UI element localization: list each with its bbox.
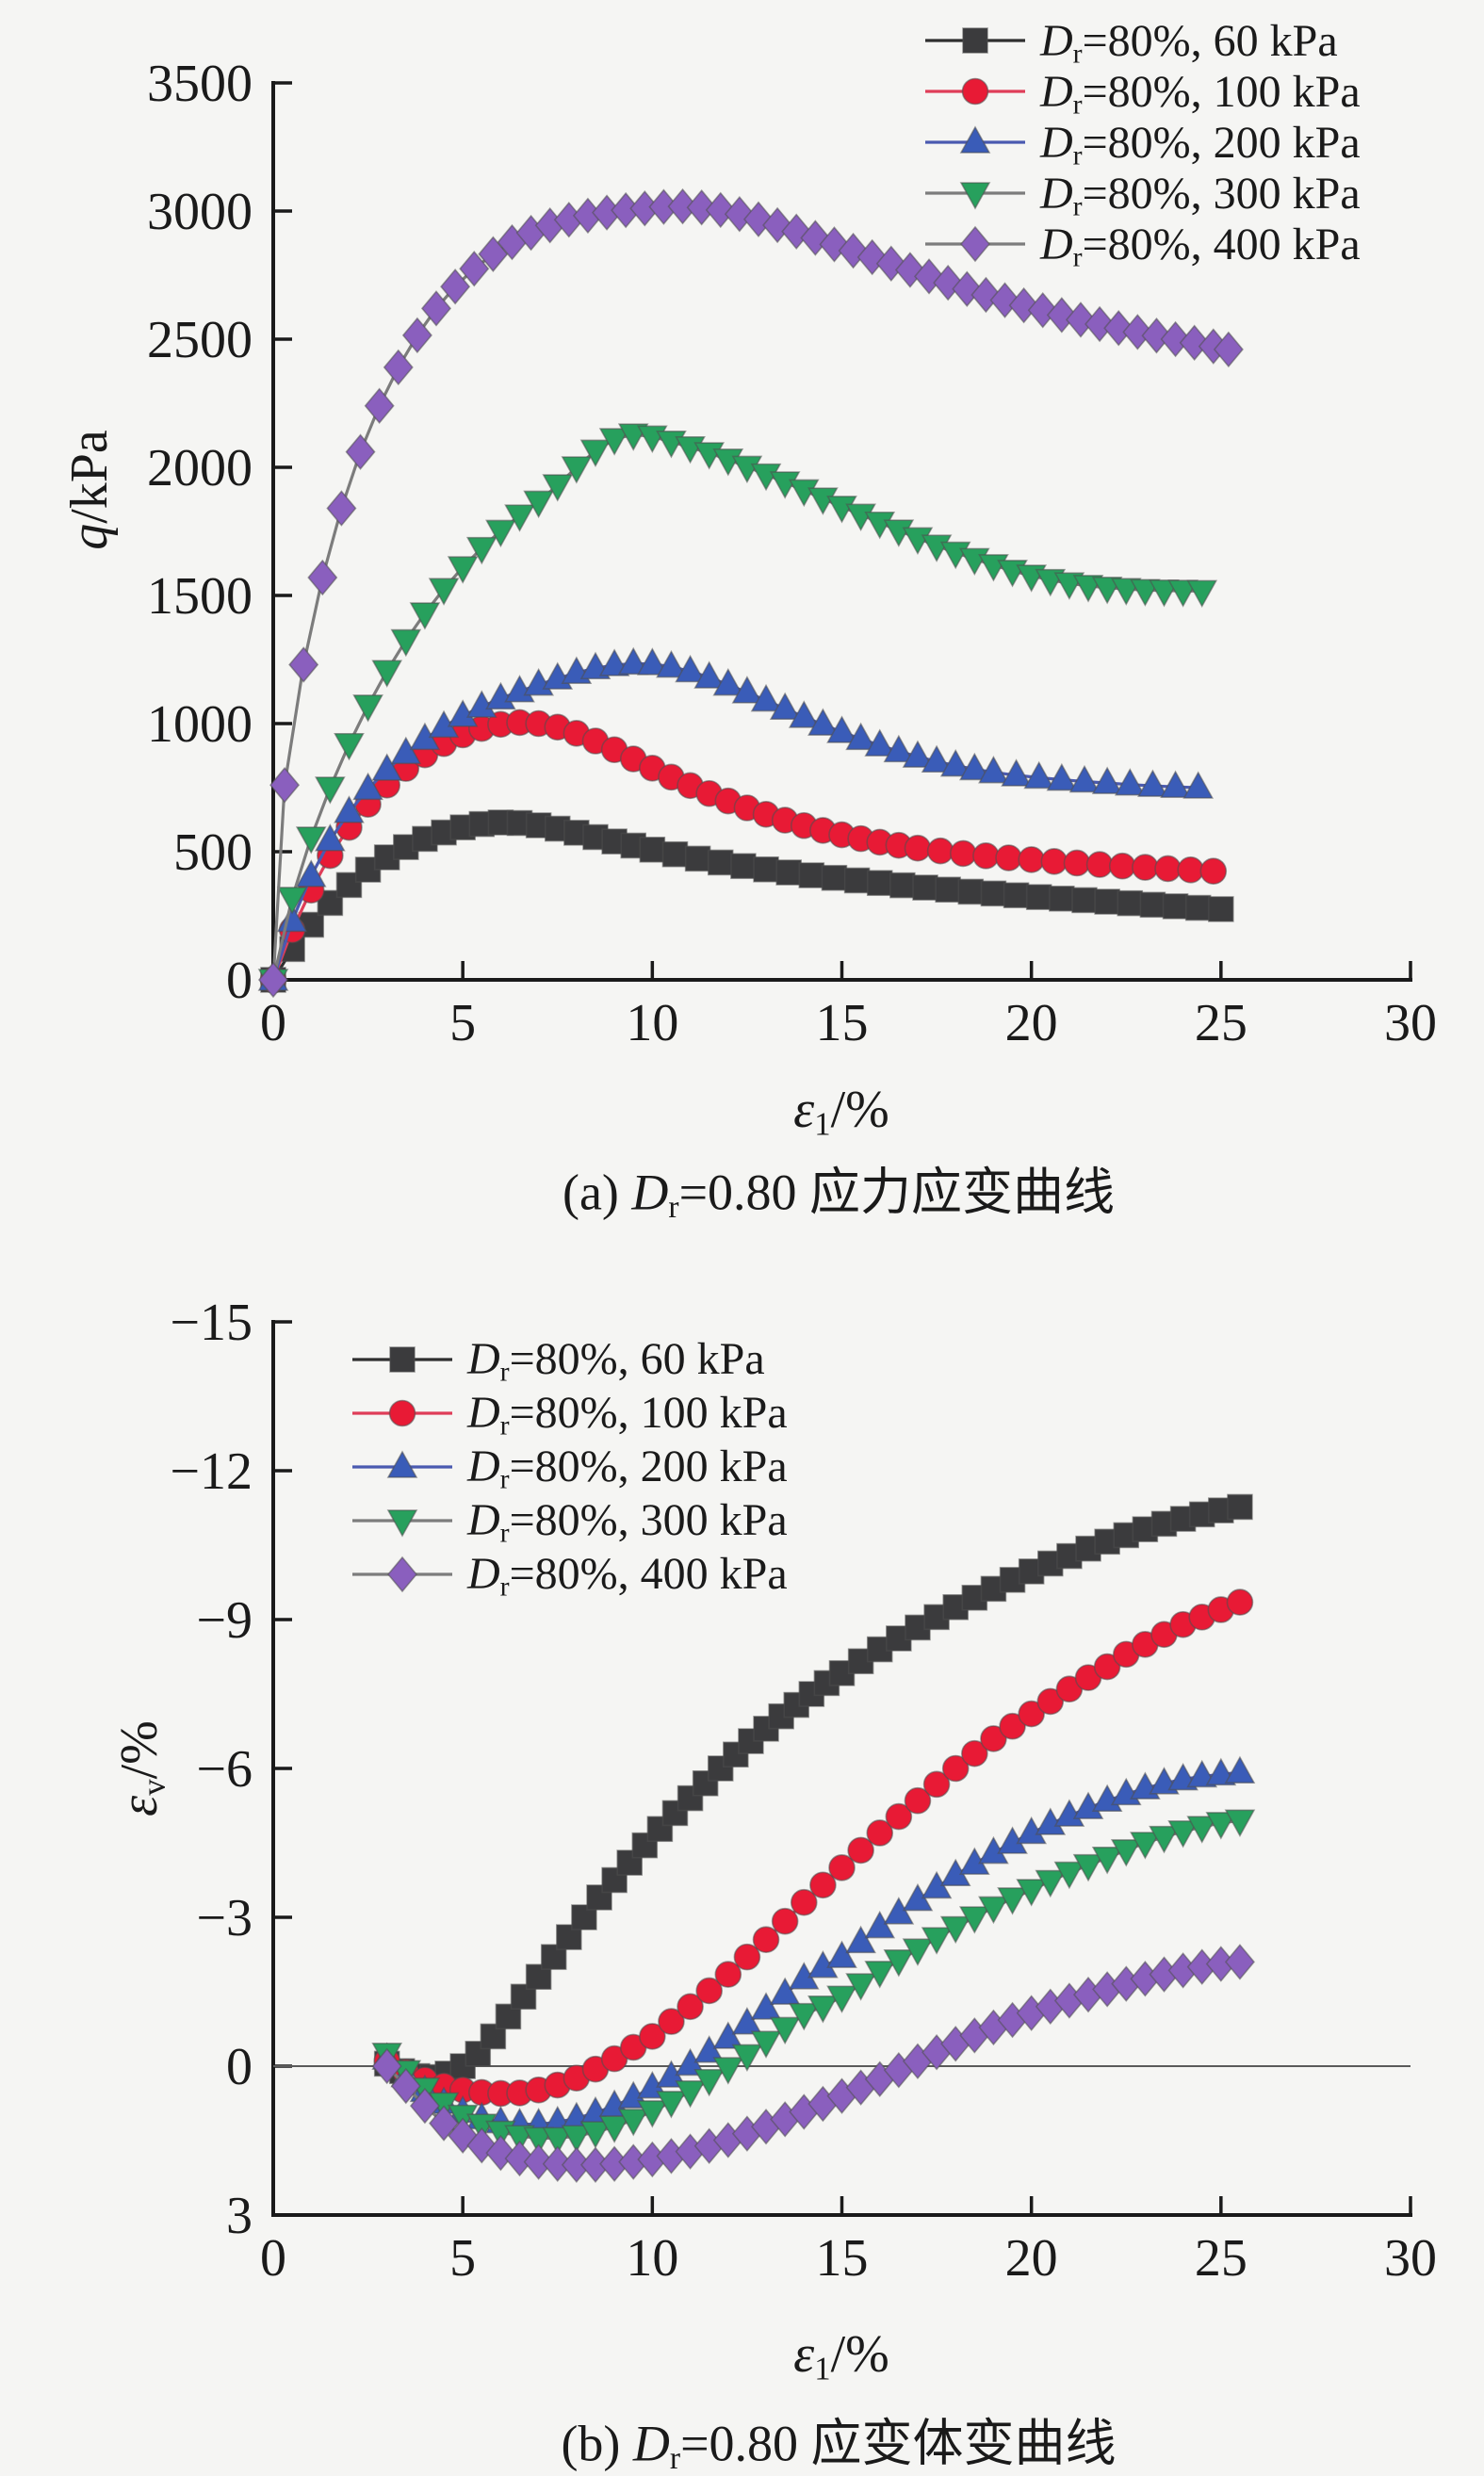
chart-b-xlabel: ε1/% [793, 2325, 889, 2387]
chart-a-ytick-label: 2500 [147, 311, 253, 369]
chart-a-ytick-label: 0 [226, 952, 253, 1010]
circle-legend-marker-icon [925, 77, 1025, 106]
legend-item-b-2: Dr=80%, 100 kPa [351, 1386, 788, 1440]
legend-item-b-3: Dr=80%, 200 kPa [351, 1440, 788, 1493]
legend-label: Dr=80%, 60 kPa [467, 1334, 765, 1388]
chart-a-xtick-label: 5 [449, 994, 476, 1052]
chart-a-xlabel: ε1/% [793, 1081, 889, 1143]
triangle-up-legend-marker-icon [352, 1449, 452, 1478]
chart-a-xtick-label: 10 [626, 994, 678, 1052]
chart-a-ytick-label: 3000 [147, 183, 253, 241]
chart-a-xtick-label: 30 [1384, 994, 1437, 1052]
chart-a-legend: Dr=80%, 60 kPa Dr=80%, 100 kPa Dr=80%, 200… [923, 15, 1361, 272]
chart-b-series-4 [371, 1809, 1256, 2156]
chart-b-ytick-label: −3 [196, 1889, 253, 1947]
chart-a-ytick-label: 500 [173, 823, 253, 882]
legend-item-a-5: Dr=80%, 400 kPa [923, 219, 1361, 272]
chart-a-ytick-label: 3500 [147, 55, 253, 113]
legend-label: Dr=80%, 200 kPa [467, 1442, 788, 1495]
legend-label: Dr=80%, 400 kPa [1040, 219, 1361, 272]
legend-item-a-3: Dr=80%, 200 kPa [923, 117, 1361, 171]
chart-b-series-5 [371, 1944, 1255, 2184]
chart-b-caption: (b) Dr=0.80 应变体变曲线 [561, 2415, 1117, 2476]
chart-b-series-2 [373, 1588, 1254, 2108]
legend-label: Dr=80%, 200 kPa [1040, 117, 1361, 171]
square-legend-marker-icon [352, 1345, 452, 1373]
triangle-down-legend-marker-icon [925, 182, 1025, 210]
chart-b-ytick-label: −9 [196, 1591, 253, 1650]
chart-b-ytick-label: −15 [170, 1294, 253, 1352]
square-legend-marker-icon [925, 27, 1025, 54]
chart-a-ytick-label: 1000 [147, 695, 253, 754]
chart-b-xtick-label: 0 [260, 2229, 286, 2288]
chart-a-ylabel: q/kPa [60, 430, 119, 550]
diamond-legend-marker-icon [925, 225, 1025, 263]
chart-a-series-3 [257, 646, 1215, 991]
chart-a-series-5 [257, 187, 1244, 999]
chart-b-ytick-label: 3 [226, 2187, 253, 2245]
triangle-up-legend-marker-icon [925, 125, 1025, 154]
legend-item-b-5: Dr=80%, 400 kPa [351, 1547, 788, 1601]
chart-a-ytick-label: 1500 [147, 567, 253, 626]
chart-b-xtick-label: 25 [1195, 2229, 1248, 2288]
legend-item-b-4: Dr=80%, 300 kPa [351, 1493, 788, 1547]
chart-a-xtick-label: 15 [816, 994, 869, 1052]
chart-b-xtick-label: 15 [816, 2229, 869, 2288]
chart-b-ytick-label: 0 [226, 2038, 253, 2096]
chart-b-xtick-label: 10 [626, 2229, 678, 2288]
chart-a-series-4 [257, 423, 1218, 997]
chart-a-caption: (a) Dr=0.80 应力应变曲线 [562, 1164, 1116, 1225]
chart-b-legend: Dr=80%, 60 kPa Dr=80%, 100 kPa Dr=80%, 200… [351, 1332, 788, 1601]
chart-a-ticks: 0 500 1000 1500 2000 2500 3000 3500 0 5 10 15 20 25 30 [147, 55, 1437, 1052]
chart-a-plot: 0 500 1000 1500 2000 2500 3000 3500 0 5 10 15 20 25 30 [147, 55, 1437, 1052]
legend-item-a-1: Dr=80%, 60 kPa [923, 15, 1361, 69]
legend-item-a-2: Dr=80%, 100 kPa [923, 66, 1361, 120]
chart-b-series-3 [371, 1755, 1256, 2136]
chart-a-series-1 [260, 809, 1234, 993]
diamond-legend-marker-icon [352, 1556, 452, 1592]
chart-a-xtick-label: 25 [1195, 994, 1248, 1052]
legend-label: Dr=80%, 300 kPa [467, 1495, 788, 1549]
chart-b-ytick-label: −6 [196, 1740, 253, 1799]
legend-item-b-1: Dr=80%, 60 kPa [351, 1332, 788, 1386]
legend-label: Dr=80%, 60 kPa [1040, 15, 1338, 69]
chart-b-ytick-label: −12 [170, 1442, 253, 1501]
chart-b-series-1 [373, 1493, 1253, 2091]
legend-label: Dr=80%, 400 kPa [467, 1549, 788, 1603]
legend-label: Dr=80%, 300 kPa [1040, 168, 1361, 221]
triangle-down-legend-marker-icon [352, 1508, 452, 1538]
chart-b-xtick-label: 5 [449, 2229, 476, 2288]
chart-a-xtick-label: 20 [1005, 994, 1058, 1052]
chart-b-xtick-label: 30 [1384, 2229, 1437, 2288]
legend-item-a-4: Dr=80%, 300 kPa [923, 168, 1361, 221]
chart-b-ylabel: εv/% [110, 1720, 172, 1816]
chart-a-xtick-label: 0 [260, 994, 286, 1052]
chart-a-ytick-label: 2000 [147, 439, 253, 497]
legend-label: Dr=80%, 100 kPa [467, 1388, 788, 1442]
legend-label: Dr=80%, 100 kPa [1040, 66, 1361, 120]
chart-b-xtick-label: 20 [1005, 2229, 1058, 2288]
circle-legend-marker-icon [352, 1399, 452, 1426]
